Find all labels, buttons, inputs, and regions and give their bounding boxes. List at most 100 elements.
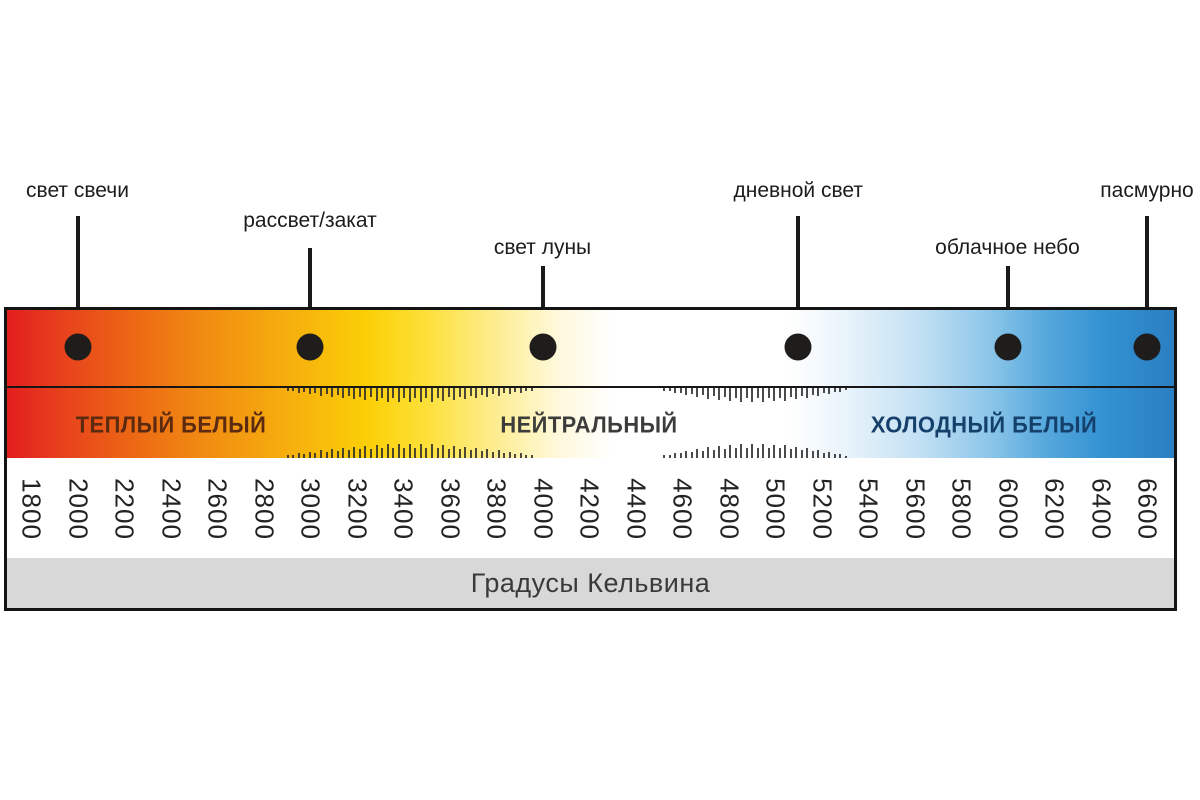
transition-tick (314, 452, 317, 458)
transition-tick (458, 388, 461, 397)
transition-tick (408, 444, 411, 458)
transition-tick (707, 447, 710, 458)
axis-title: Градусы Кельвина (470, 567, 711, 598)
transition-tick (519, 388, 522, 393)
transition-tick (347, 449, 350, 458)
transition-tick (442, 444, 445, 458)
axis-tick-label: 2200 (109, 478, 140, 540)
transition-tick (685, 388, 688, 396)
transition-tick (314, 388, 317, 394)
transition-tick (789, 449, 792, 458)
transition-tick (817, 449, 820, 458)
callout-label: дневной свет (733, 179, 864, 202)
transition-tick (668, 388, 671, 392)
transition-tick (358, 449, 361, 458)
callout-line (75, 216, 80, 347)
transition-tick (303, 388, 306, 392)
transition-tick (436, 448, 439, 458)
transition-tick (353, 446, 356, 458)
transition-tick (811, 388, 814, 395)
axis-tick-label: 1800 (16, 478, 47, 540)
transition-tick (486, 449, 489, 458)
transition-tick (386, 444, 389, 458)
transition-tick (718, 446, 721, 458)
transition-tick (364, 388, 367, 401)
transition-tick (425, 388, 428, 399)
transition-tick (751, 388, 754, 402)
transition-tick (486, 388, 489, 397)
transition-tick (303, 453, 306, 458)
axis-tick-label: 5800 (946, 478, 977, 540)
transition-tick (525, 388, 528, 391)
transition-tick (447, 388, 450, 398)
transition-tick (419, 444, 422, 458)
callout-label: свет свечи (26, 179, 129, 202)
transition-tick (397, 444, 400, 458)
transition-tick (320, 450, 323, 458)
transition-tick (375, 444, 378, 458)
transition-tick (828, 451, 831, 458)
transition-tick (480, 450, 483, 458)
transition-tick (375, 388, 378, 401)
transition-tick (817, 388, 820, 397)
transition-tick (442, 388, 445, 401)
marker-dot (296, 333, 324, 361)
transition-tick (308, 388, 311, 395)
callout-label: облачное небо (935, 236, 1080, 259)
callout-line (1005, 266, 1010, 347)
transition-tick (469, 388, 472, 397)
transition-tick (729, 388, 732, 401)
transition-tick (701, 450, 704, 458)
transition-tick (740, 444, 743, 458)
transition-tick (525, 455, 528, 458)
callout-line (308, 248, 312, 347)
transition-tick (381, 448, 384, 458)
transition-tick (353, 388, 356, 400)
transition-tick (453, 445, 456, 458)
transition-tick (745, 388, 748, 399)
transition-tick (795, 446, 798, 458)
transition-tick (718, 388, 721, 400)
marker-dot (1133, 333, 1161, 361)
callout-line (1145, 216, 1149, 347)
transition-tick (696, 449, 699, 458)
marker-dot (529, 333, 556, 361)
transition-tick (751, 444, 754, 458)
transition-tick (795, 388, 798, 400)
transition-tick (663, 455, 666, 458)
transition-tick (431, 444, 433, 458)
transition-tick (822, 452, 825, 458)
transition-tick (729, 444, 732, 458)
transition-tick (690, 451, 693, 458)
axis-tick-label: 6200 (1039, 478, 1070, 540)
transition-tick (497, 450, 500, 458)
transition-tick (767, 388, 770, 399)
transition-tick (464, 388, 467, 400)
kelvin-axis: 1800 2000 2200 2400 2600 2800 3000 3200 3400 3600… (7, 458, 1174, 558)
transition-tick (508, 388, 511, 395)
transition-tick (425, 447, 428, 458)
transition-tick (336, 450, 339, 458)
transition-tick (762, 388, 765, 402)
transition-tick (767, 447, 770, 458)
transition-tick (745, 447, 748, 458)
transition-tick (475, 447, 478, 458)
transition-tick (663, 388, 666, 391)
transition-tick (392, 388, 395, 399)
transition-tick (414, 447, 417, 458)
transition-tick (778, 448, 781, 458)
transition-tick (514, 388, 517, 392)
callout-label: рассвет/закат (243, 209, 377, 232)
transition-tick (464, 446, 467, 458)
transition-tick (297, 453, 300, 458)
axis-tick-label: 6000 (993, 478, 1023, 540)
transition-tick (784, 388, 787, 401)
transition-tick (431, 388, 433, 402)
transition-tick (723, 448, 726, 458)
transition-tick (844, 388, 847, 391)
transition-tick (503, 452, 506, 458)
axis-tick-label: 3400 (388, 478, 419, 540)
transition-tick (403, 447, 406, 458)
axis-tick-label: 5600 (900, 478, 930, 540)
